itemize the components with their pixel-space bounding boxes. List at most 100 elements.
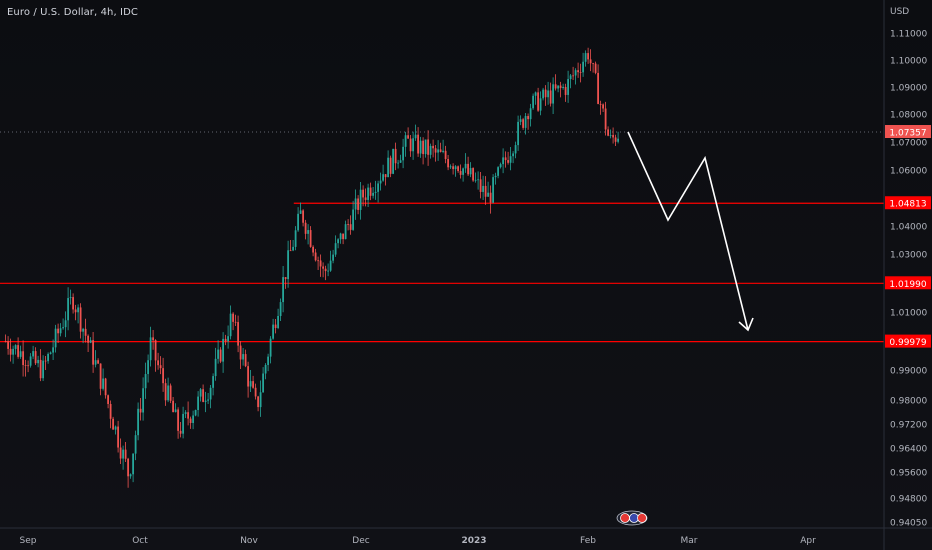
candle-body — [347, 224, 349, 225]
candle-body — [84, 328, 87, 336]
candle-body — [312, 246, 314, 253]
candle-body — [254, 387, 257, 397]
candle-body — [129, 474, 132, 477]
time-tick-label: Sep — [20, 536, 37, 546]
candle-body — [542, 89, 544, 99]
candle-body — [37, 359, 39, 364]
candle-body — [282, 277, 284, 303]
candle-body — [57, 328, 59, 334]
candle-body — [54, 328, 57, 348]
candle-body — [524, 116, 527, 128]
price-tick-label: 1.06000 — [890, 167, 927, 177]
candle-body — [252, 381, 254, 388]
candle-body — [572, 75, 574, 77]
candle-body — [122, 449, 124, 459]
candle-body — [62, 327, 64, 329]
candle-body — [354, 198, 357, 210]
time-tick-label: Oct — [132, 536, 148, 546]
candle-body — [202, 389, 204, 402]
candle-body — [399, 160, 402, 163]
candle-body — [614, 137, 617, 142]
candle-body — [212, 376, 214, 388]
candle-body — [519, 119, 522, 122]
price-tick-label: 1.07000 — [890, 139, 927, 149]
projection-arrowhead — [738, 317, 754, 332]
candle-body — [537, 92, 539, 111]
candle-body — [307, 230, 309, 234]
candle-body — [162, 368, 164, 384]
chart-title: Euro / U.S. Dollar, 4h, IDC — [7, 7, 138, 18]
candle-body — [367, 187, 369, 200]
candle-body — [224, 338, 227, 342]
time-axis[interactable]: Sep Oct Nov Dec 2023 Feb Mar Apr — [0, 510, 932, 546]
candle-body — [437, 149, 439, 153]
candle-body — [302, 210, 304, 223]
candle-body — [522, 119, 524, 128]
candle-body — [349, 224, 352, 230]
candle-body — [137, 408, 139, 436]
candle-body — [569, 75, 572, 80]
candle-body — [242, 354, 244, 360]
candles — [4, 47, 619, 488]
candle-body — [552, 84, 554, 104]
candle-body — [512, 153, 514, 157]
candle-body — [177, 409, 179, 431]
candle-body — [274, 324, 277, 328]
candle-body — [489, 192, 492, 203]
level-label: 0.99979 — [889, 338, 926, 348]
candle-body — [152, 337, 154, 341]
candle-body — [394, 148, 397, 164]
candle-body — [149, 337, 152, 361]
candle-body — [4, 341, 7, 342]
candle-body — [247, 366, 249, 387]
candle-body — [467, 163, 469, 175]
candle-body — [439, 149, 442, 152]
candle-body — [504, 157, 507, 161]
candle-body — [99, 363, 102, 389]
candle-body — [264, 364, 267, 374]
candle-body — [597, 72, 599, 104]
candle-body — [364, 197, 367, 200]
candle-body — [92, 340, 94, 365]
candle-body — [244, 354, 247, 367]
candle-body — [424, 139, 427, 155]
candle-body — [499, 164, 502, 168]
candle-body — [189, 418, 192, 424]
time-tick-label: 2023 — [461, 536, 486, 546]
candle-body — [24, 365, 27, 366]
candle-body — [387, 157, 389, 178]
level-label: 1.04813 — [889, 200, 926, 210]
candle-body — [397, 162, 399, 164]
candle-body — [452, 166, 454, 170]
candle-body — [194, 410, 197, 416]
price-tick-label: 1.03000 — [890, 251, 927, 261]
candle-body — [562, 86, 564, 89]
candle-body — [344, 224, 347, 240]
candle-body — [477, 179, 479, 181]
candle-body — [427, 139, 429, 155]
candle-body — [79, 307, 82, 332]
candle-body — [309, 230, 312, 247]
candle-body — [157, 360, 159, 366]
candle-body — [514, 145, 517, 154]
price-axis[interactable]: USD1.110001.100001.090001.080001.070001.… — [883, 0, 931, 550]
candle-body — [549, 90, 552, 104]
currency-label: USD — [890, 7, 909, 17]
time-tick-label: Feb — [580, 536, 596, 546]
candle-body — [34, 351, 37, 364]
candle-body — [604, 108, 607, 130]
candle-body — [77, 307, 79, 313]
candle-body — [422, 140, 424, 155]
candle-body — [379, 180, 382, 184]
candle-body — [249, 381, 252, 387]
price-tick-label: 1.08000 — [890, 111, 927, 121]
candle-body — [167, 385, 169, 401]
candle-body — [589, 59, 592, 64]
candle-body — [294, 230, 297, 247]
candle-body — [117, 426, 119, 448]
candle-body — [372, 192, 374, 196]
price-tick-label: 0.96400 — [890, 445, 927, 455]
candle-body — [479, 179, 482, 192]
candle-body — [419, 140, 422, 154]
